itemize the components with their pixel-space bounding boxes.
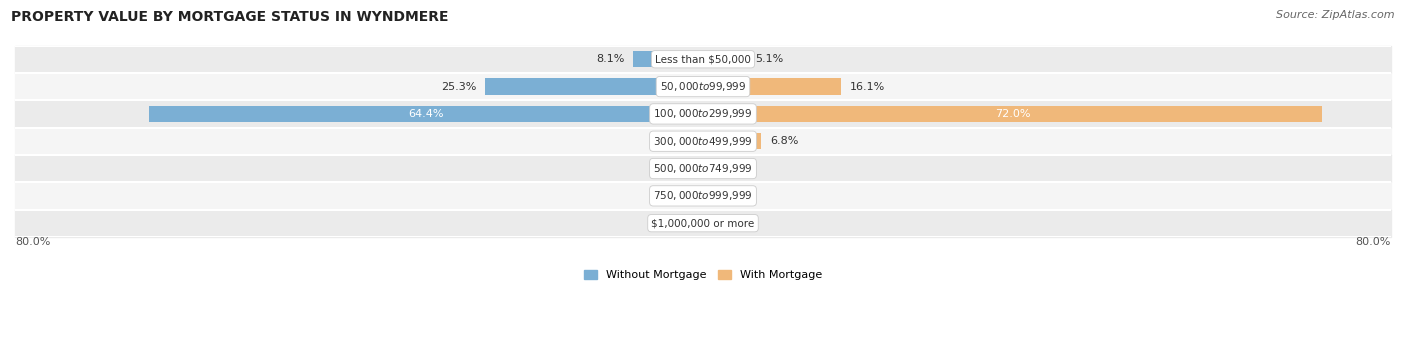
Bar <box>703 133 762 149</box>
Text: Less than $50,000: Less than $50,000 <box>655 54 751 64</box>
Bar <box>703 51 747 67</box>
Bar <box>703 106 1322 122</box>
Bar <box>15 128 1391 155</box>
Text: $50,000 to $99,999: $50,000 to $99,999 <box>659 80 747 93</box>
Bar <box>693 188 703 204</box>
Legend: Without Mortgage, With Mortgage: Without Mortgage, With Mortgage <box>579 266 827 285</box>
Text: PROPERTY VALUE BY MORTGAGE STATUS IN WYNDMERE: PROPERTY VALUE BY MORTGAGE STATUS IN WYN… <box>11 10 449 24</box>
Text: 1.2%: 1.2% <box>655 136 685 146</box>
Text: 72.0%: 72.0% <box>995 109 1031 119</box>
Text: 0.0%: 0.0% <box>711 218 740 228</box>
Bar <box>15 155 1391 182</box>
Text: $500,000 to $749,999: $500,000 to $749,999 <box>654 162 752 175</box>
Text: 64.4%: 64.4% <box>408 109 444 119</box>
Text: $1,000,000 or more: $1,000,000 or more <box>651 218 755 228</box>
Text: 80.0%: 80.0% <box>1355 237 1391 247</box>
Bar <box>15 46 1391 73</box>
Text: 1.2%: 1.2% <box>655 191 685 201</box>
Bar <box>15 73 1391 100</box>
Text: 16.1%: 16.1% <box>851 82 886 91</box>
Text: $750,000 to $999,999: $750,000 to $999,999 <box>654 189 752 202</box>
Text: 0.0%: 0.0% <box>666 164 695 173</box>
Text: 0.0%: 0.0% <box>711 164 740 173</box>
Bar <box>15 182 1391 209</box>
Text: 25.3%: 25.3% <box>441 82 477 91</box>
Text: Source: ZipAtlas.com: Source: ZipAtlas.com <box>1277 10 1395 20</box>
Text: 0.0%: 0.0% <box>711 191 740 201</box>
Text: 5.1%: 5.1% <box>755 54 783 64</box>
Text: 8.1%: 8.1% <box>596 54 624 64</box>
Bar <box>693 133 703 149</box>
Bar <box>485 79 703 95</box>
Bar <box>149 106 703 122</box>
Text: $300,000 to $499,999: $300,000 to $499,999 <box>654 135 752 148</box>
Bar <box>15 100 1391 128</box>
Text: 0.0%: 0.0% <box>666 218 695 228</box>
Text: 6.8%: 6.8% <box>770 136 799 146</box>
Text: 80.0%: 80.0% <box>15 237 51 247</box>
Bar <box>633 51 703 67</box>
Bar <box>15 209 1391 237</box>
Bar <box>703 79 841 95</box>
Text: $100,000 to $299,999: $100,000 to $299,999 <box>654 107 752 120</box>
